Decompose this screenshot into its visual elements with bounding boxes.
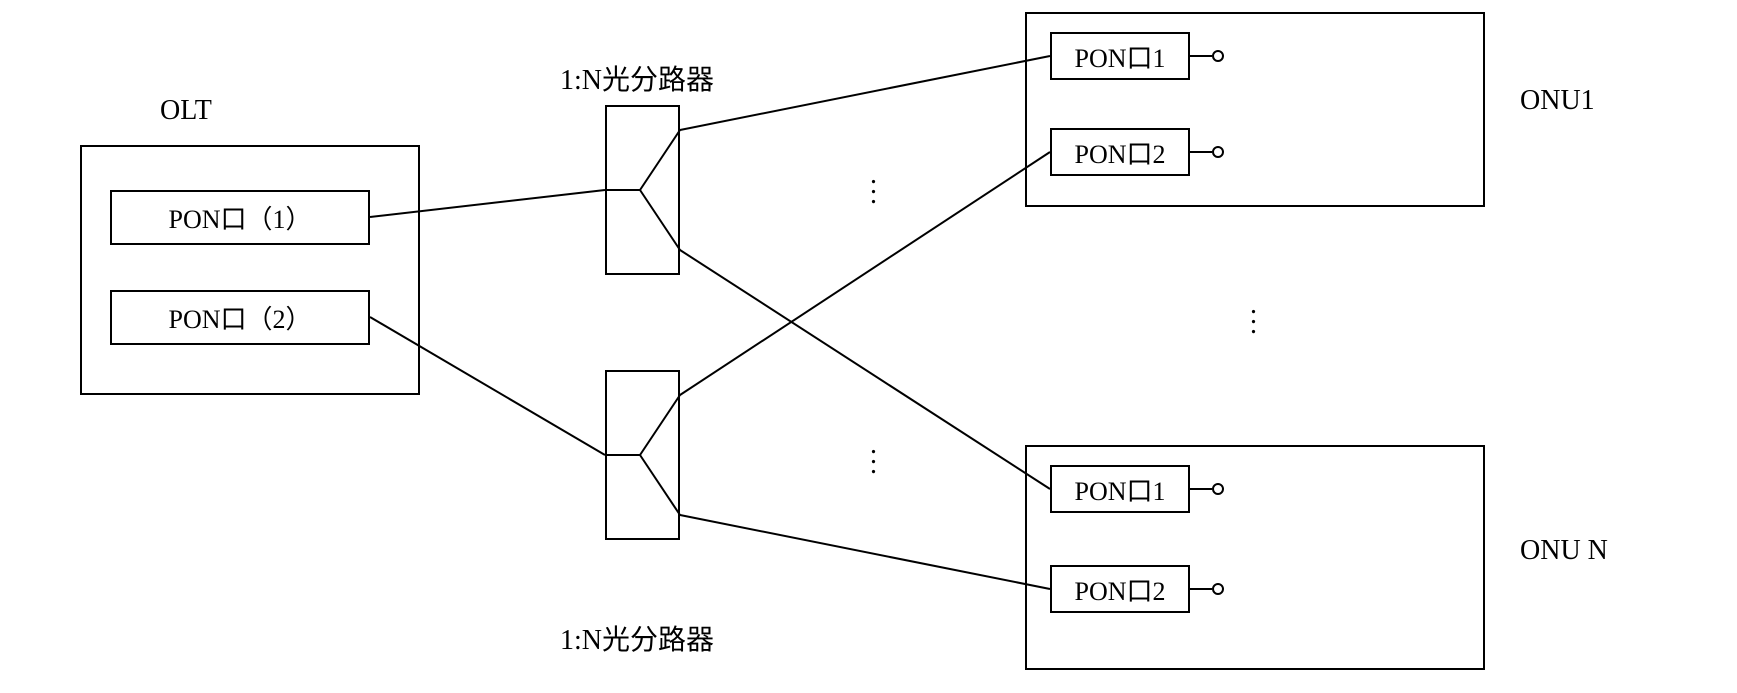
- onun-pon2: PON口2: [1050, 565, 1190, 613]
- onun-label: ONU N: [1520, 535, 1608, 567]
- olt-label: OLT: [160, 95, 212, 127]
- splitter2-box: [605, 370, 680, 540]
- splitter1-box: [605, 105, 680, 275]
- onun-pon1-dot: [1212, 483, 1224, 495]
- olt-box: [80, 145, 420, 395]
- onu1-pon1: PON口1: [1050, 32, 1190, 80]
- splitter2-dots: ...: [870, 440, 877, 470]
- splitter1-dots: ...: [870, 170, 877, 200]
- splitter2-label: 1:N光分路器: [560, 618, 714, 658]
- onu1-pon2-dot: [1212, 146, 1224, 158]
- onu1-label: ONU1: [1520, 85, 1595, 117]
- olt-pon2: PON口（2）: [110, 290, 370, 345]
- onun-pon1: PON口1: [1050, 465, 1190, 513]
- onun-pon2-dot: [1212, 583, 1224, 595]
- onu1-pon2: PON口2: [1050, 128, 1190, 176]
- onu-dots: ...: [1250, 300, 1257, 330]
- splitter1-label: 1:N光分路器: [560, 58, 714, 98]
- onu1-pon1-dot: [1212, 50, 1224, 62]
- olt-pon1: PON口（1）: [110, 190, 370, 245]
